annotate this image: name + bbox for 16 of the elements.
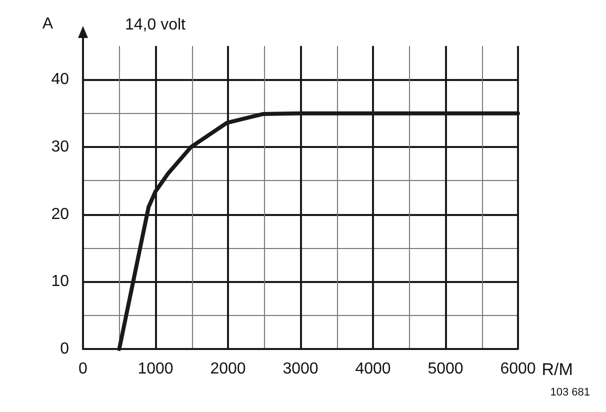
y-axis-title: A	[42, 16, 54, 32]
y-tick-label: 30	[51, 138, 70, 156]
x-tick-label: 3000	[282, 360, 318, 378]
x-tick-label: 5000	[428, 360, 464, 378]
y-tick-label: 10	[51, 273, 70, 290]
x-tick-label: 0	[78, 360, 88, 378]
y-tick-label: 20	[51, 206, 70, 223]
y-tick-label: 40	[51, 71, 70, 88]
x-tick-label: 1000	[138, 360, 174, 378]
x-tick-label: 6000	[500, 360, 536, 378]
x-tick-label: 2000	[210, 360, 246, 378]
x-tick-label: 4000	[355, 360, 391, 378]
y-tick-label: 0	[60, 340, 70, 358]
x-axis-title: R/M	[542, 360, 573, 379]
text: 103 681	[550, 386, 590, 398]
chart-title: 14,0 volt	[125, 16, 186, 34]
